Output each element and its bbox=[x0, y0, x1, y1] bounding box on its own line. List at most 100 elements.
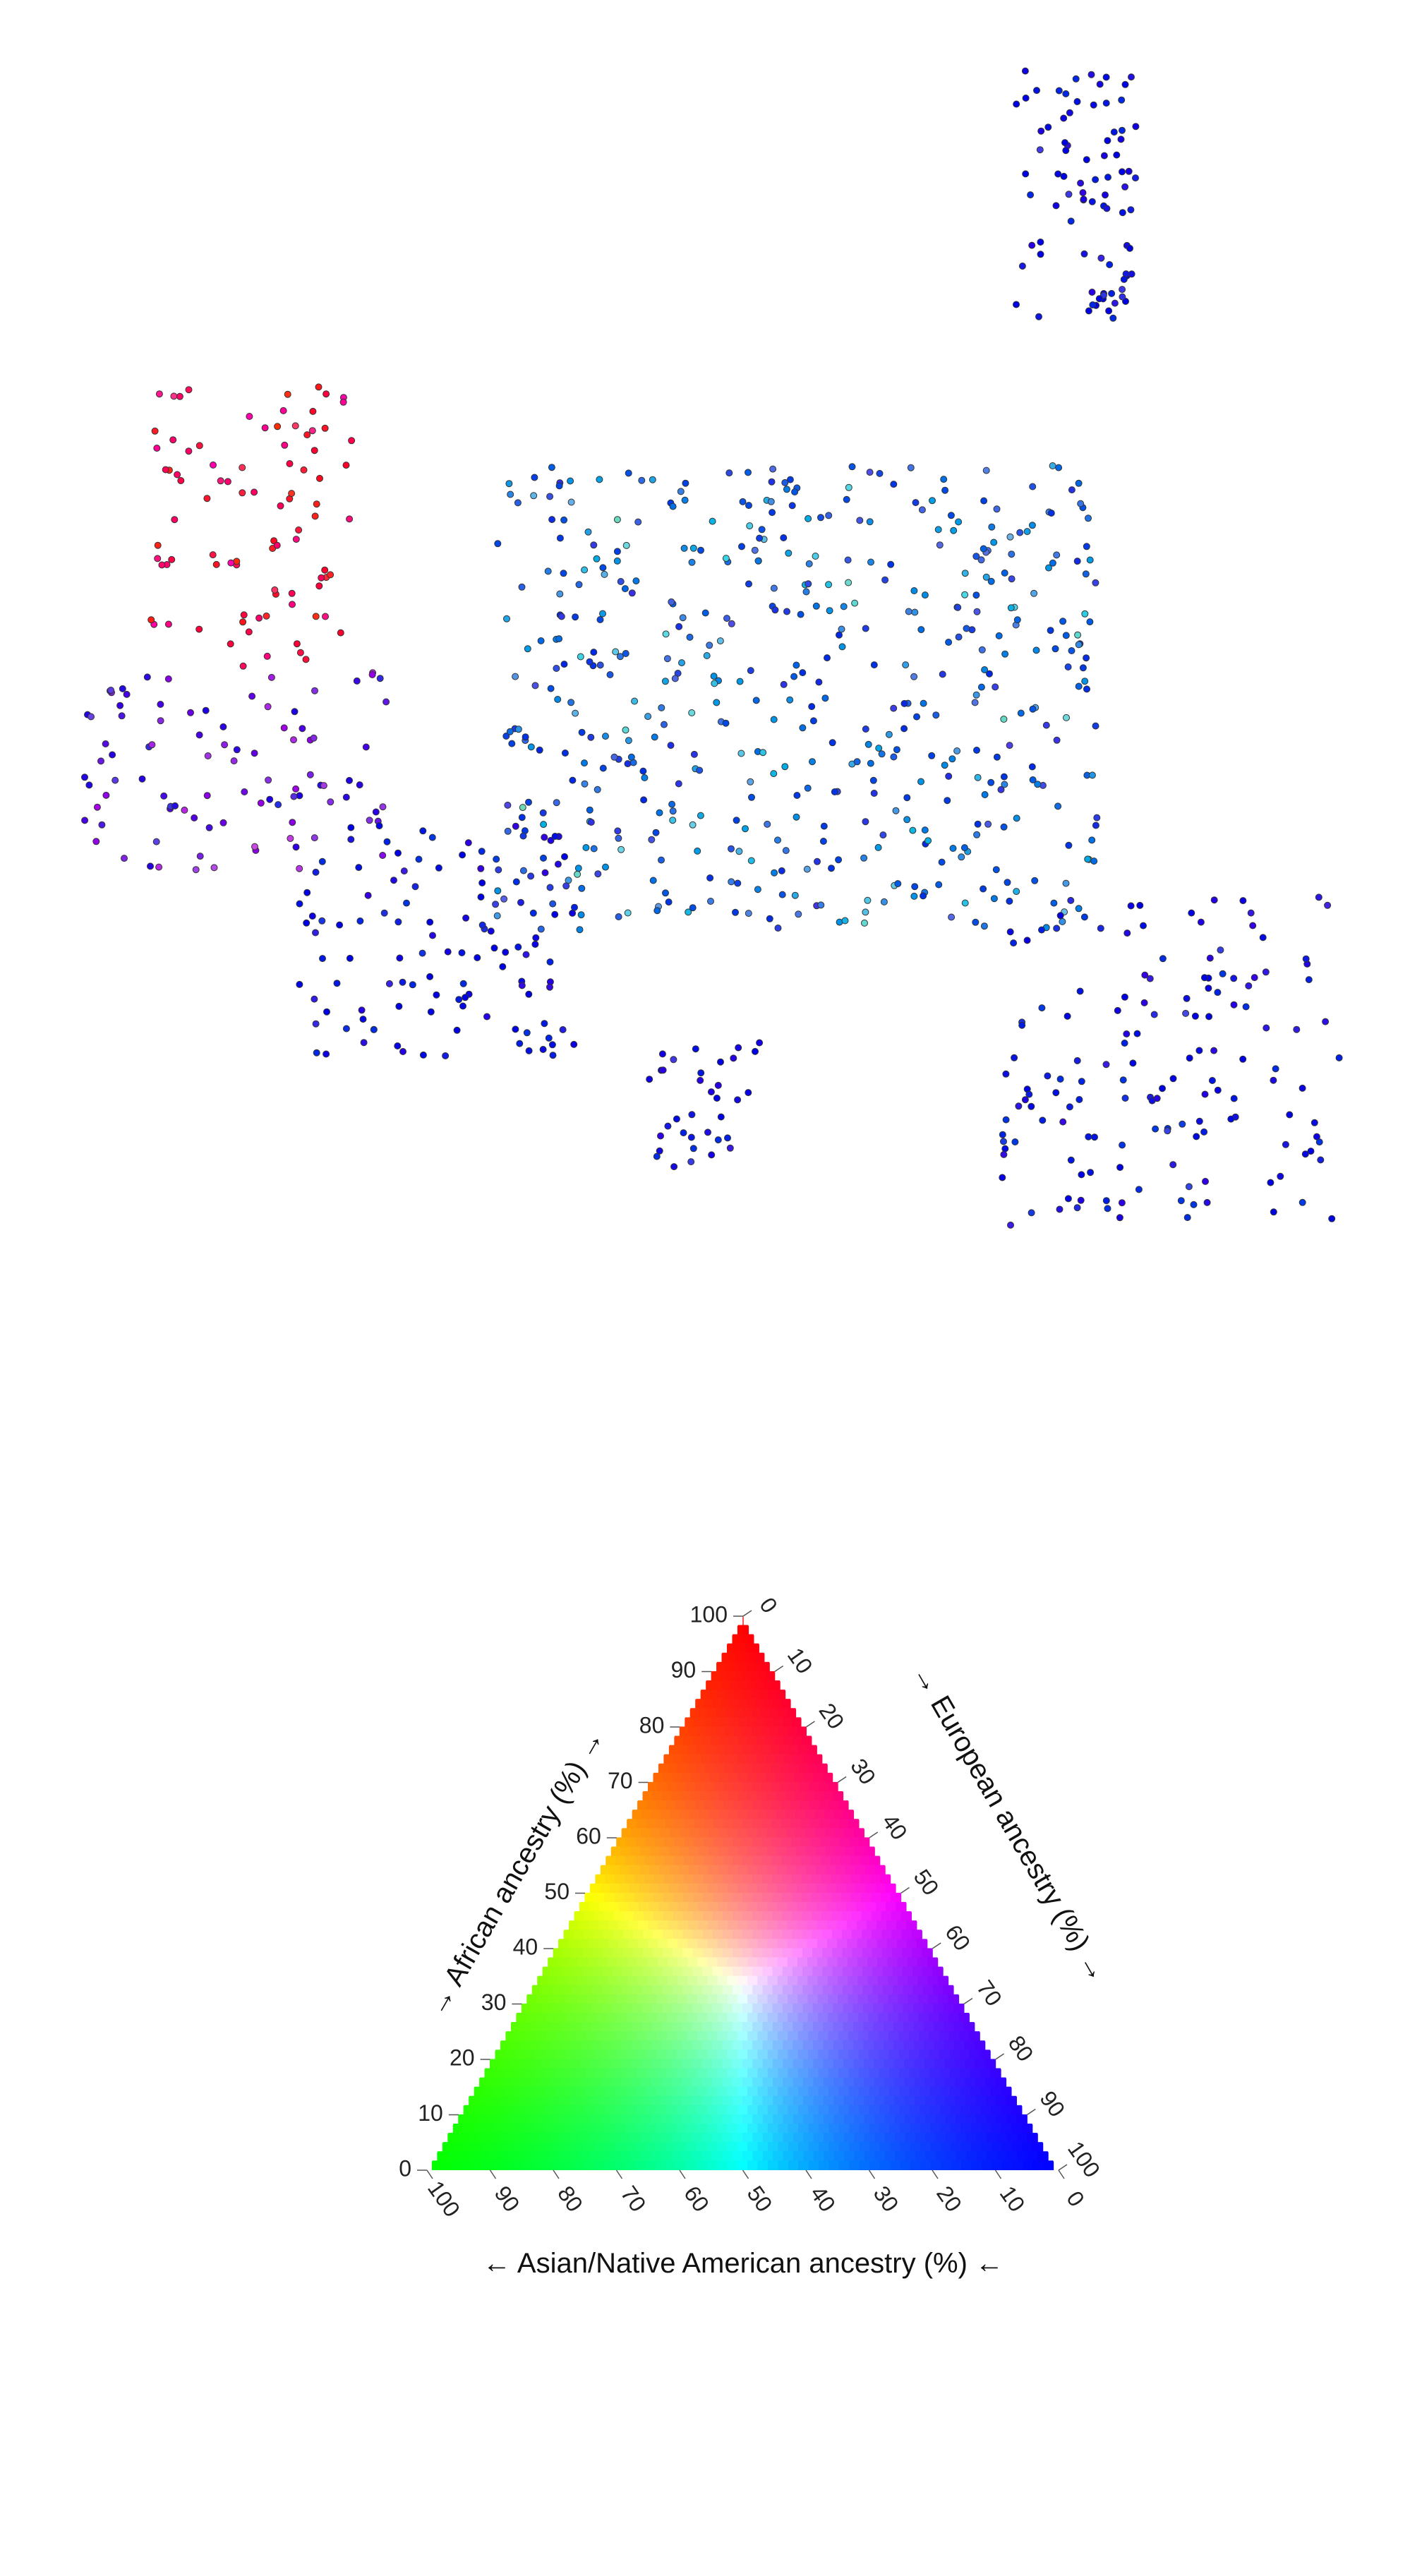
african-tick-label: 50 bbox=[544, 1879, 570, 1904]
scatter-point bbox=[383, 838, 391, 845]
scatter-point bbox=[769, 509, 776, 517]
scatter-point bbox=[504, 801, 512, 809]
scatter-point bbox=[809, 717, 817, 725]
scatter-point bbox=[1064, 1195, 1072, 1203]
scatter-point bbox=[730, 1054, 737, 1062]
scatter-point bbox=[286, 460, 294, 467]
scatter-point bbox=[1153, 1095, 1161, 1102]
scatter-point bbox=[1169, 1075, 1177, 1083]
scatter-point bbox=[825, 512, 833, 519]
scatter-point bbox=[318, 574, 325, 582]
scatter-point bbox=[263, 652, 271, 660]
scatter-point bbox=[506, 728, 514, 735]
scatter-point bbox=[722, 719, 730, 727]
scatter-point bbox=[736, 678, 744, 685]
scatter-point bbox=[1177, 1197, 1185, 1205]
scatter-point bbox=[428, 833, 436, 841]
scatter-point bbox=[786, 476, 794, 483]
scatter-point bbox=[571, 903, 578, 911]
scatter-point bbox=[682, 479, 689, 487]
scatter-point bbox=[1121, 993, 1128, 1001]
scatter-point bbox=[1096, 80, 1104, 88]
scatter-point bbox=[581, 780, 589, 788]
scatter-point bbox=[574, 865, 582, 872]
scatter-point bbox=[614, 827, 622, 835]
scatter-point bbox=[323, 390, 330, 398]
scatter-point bbox=[1092, 176, 1099, 183]
scatter-point bbox=[690, 750, 698, 758]
ternary-tick-mark bbox=[932, 2169, 939, 2179]
scatter-point bbox=[659, 1066, 667, 1074]
scatter-point bbox=[376, 675, 384, 682]
african-tick-label: 60 bbox=[576, 1823, 601, 1848]
scatter-point bbox=[586, 658, 593, 666]
scatter-point bbox=[774, 925, 782, 932]
scatter-point bbox=[303, 889, 311, 896]
scatter-point bbox=[928, 752, 936, 759]
scatter-point bbox=[704, 1128, 711, 1136]
scatter-point bbox=[805, 514, 812, 522]
scatter-point bbox=[185, 386, 193, 394]
scatter-point bbox=[1038, 1004, 1046, 1012]
scatter-point bbox=[669, 817, 677, 824]
scatter-point bbox=[1006, 928, 1014, 936]
scatter-point bbox=[1127, 206, 1135, 214]
scatter-point bbox=[602, 863, 609, 871]
ternary-tick-mark bbox=[805, 1721, 815, 1728]
scatter-point bbox=[323, 1050, 330, 1058]
scatter-point bbox=[255, 614, 263, 622]
scatter-point bbox=[1073, 558, 1081, 565]
scatter-point bbox=[1008, 575, 1016, 583]
scatter-point bbox=[1104, 174, 1111, 181]
scatter-point bbox=[717, 1058, 724, 1066]
scatter-point bbox=[483, 1013, 490, 1021]
scatter-point bbox=[961, 570, 969, 577]
scatter-point bbox=[893, 746, 900, 754]
scatter-point bbox=[1062, 147, 1070, 155]
scatter-point bbox=[828, 739, 836, 747]
scatter-point bbox=[545, 1034, 553, 1042]
scatter-point bbox=[291, 708, 299, 716]
scatter-point bbox=[680, 544, 688, 552]
scatter-point bbox=[1065, 841, 1073, 849]
scatter-point bbox=[1010, 939, 1018, 947]
scatter-point bbox=[251, 750, 258, 757]
european-tick-label: 10 bbox=[783, 1643, 818, 1678]
scatter-point bbox=[1066, 1103, 1073, 1111]
scatter-point bbox=[418, 949, 426, 957]
scatter-point bbox=[1063, 1012, 1071, 1020]
scatter-point bbox=[737, 750, 745, 757]
scatter-point bbox=[1076, 987, 1084, 995]
scatter-point bbox=[999, 1174, 1006, 1181]
scatter-point bbox=[553, 799, 560, 807]
scatter-point bbox=[785, 549, 793, 557]
scatter-point bbox=[196, 853, 204, 860]
scatter-point bbox=[936, 541, 944, 549]
scatter-point bbox=[1102, 1061, 1110, 1069]
scatter-point bbox=[525, 990, 533, 998]
scatter-point bbox=[492, 901, 500, 908]
scatter-point bbox=[1013, 616, 1021, 624]
scatter-point bbox=[961, 899, 969, 907]
scatter-point bbox=[578, 884, 586, 892]
scatter-point bbox=[500, 895, 508, 903]
scatter-point bbox=[518, 982, 526, 989]
scatter-point bbox=[336, 921, 344, 929]
scatter-point bbox=[747, 667, 754, 675]
scatter-point bbox=[1062, 90, 1070, 97]
scatter-point bbox=[980, 545, 987, 553]
scatter-point bbox=[1135, 1186, 1143, 1193]
scatter-point bbox=[876, 469, 884, 477]
scatter-point bbox=[725, 469, 733, 477]
scatter-point bbox=[192, 866, 200, 874]
scatter-point bbox=[530, 492, 538, 500]
scatter-point bbox=[240, 611, 248, 619]
scatter-point bbox=[316, 474, 323, 482]
scatter-point bbox=[503, 615, 510, 622]
scatter-point bbox=[1037, 127, 1045, 135]
scatter-point bbox=[681, 496, 689, 504]
scatter-point bbox=[1073, 98, 1081, 105]
scatter-point bbox=[903, 816, 911, 824]
scatter-point bbox=[1251, 974, 1258, 982]
scatter-point bbox=[1102, 191, 1109, 199]
